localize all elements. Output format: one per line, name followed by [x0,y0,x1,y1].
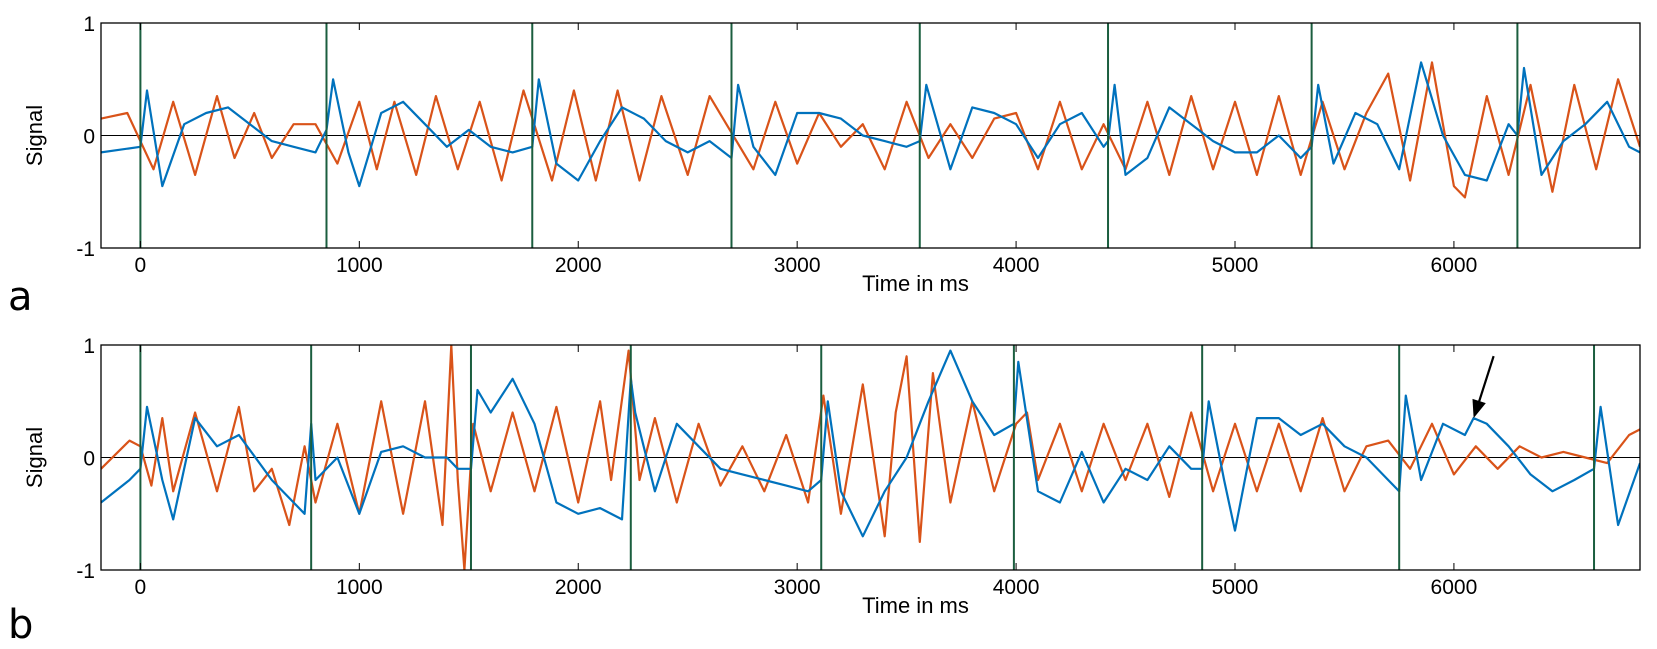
x-tick-label: 6000 [1431,254,1478,277]
y-tick-label: 1 [83,335,95,358]
x-tick-label: 5000 [1212,254,1259,277]
y-axis-label: Signal [22,427,47,488]
panel-b: 0 1000 2000 3000 4000 5000 6000 -1 0 1 Time in ms S… [8,335,1641,648]
y-tick-label: 1 [83,13,95,36]
x-tick-label: 6000 [1431,576,1478,599]
arrow-head [1472,398,1486,419]
x-tick-label: 5000 [1212,576,1259,599]
y-tick-label: -1 [76,238,95,261]
series-blue-line [101,349,1640,538]
x-tick-label: 4000 [993,254,1040,277]
x-tick-label: 1000 [336,254,383,277]
panel-label: b [8,602,33,648]
x-tick-label: 0 [135,576,147,599]
x-tick-label: 1000 [336,576,383,599]
x-tick-label: 2000 [555,254,602,277]
x-tick-label: 4000 [993,576,1040,599]
x-tick-label: 2000 [555,576,602,599]
x-axis-label: Time in ms [862,593,969,618]
x-tick-label: 3000 [774,576,821,599]
series-blue-line [101,61,1640,188]
series-orange-line [101,61,1640,199]
plot-data [101,345,1640,570]
plot-data [101,23,1640,248]
y-tick-label: 0 [83,448,95,471]
y-tick-label: -1 [76,560,95,583]
y-axis-label: Signal [22,105,47,166]
annotation-arrow [1472,355,1495,419]
x-tick-label: 3000 [774,254,821,277]
y-tick-label: 0 [83,126,95,149]
x-axis-label: Time in ms [862,271,969,296]
arrow-shaft [1476,355,1495,407]
series-orange-line [101,345,1640,570]
panel-a: 0 1000 2000 3000 4000 5000 6000 -1 0 1 Time in ms S… [8,13,1641,320]
panel-label: a [8,274,33,320]
x-tick-label: 0 [135,254,147,277]
